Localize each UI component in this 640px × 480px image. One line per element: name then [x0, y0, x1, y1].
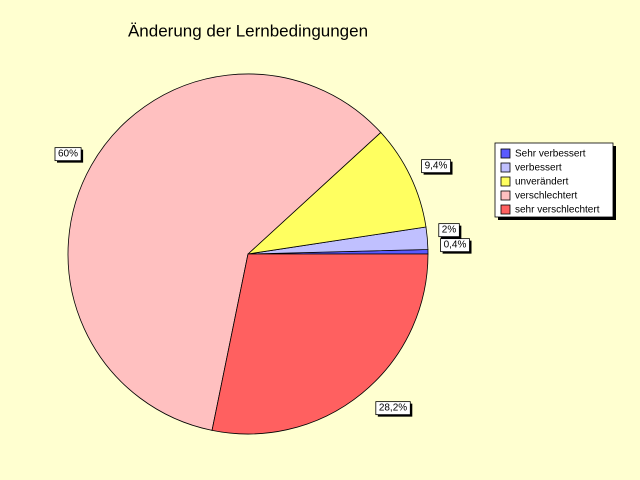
legend-label: verbessert — [515, 163, 562, 174]
legend-swatch — [500, 204, 511, 215]
legend-swatch — [500, 190, 511, 201]
data-label: 60% — [54, 147, 84, 163]
label-box — [375, 401, 411, 416]
pie-slice — [246, 131, 427, 255]
data-label: 9,4% — [421, 159, 453, 175]
label-box — [54, 147, 82, 162]
data-label-text: 60% — [58, 149, 78, 160]
legend-label: Sehr verbessert — [515, 149, 586, 160]
legend-label: verschlechtert — [515, 191, 577, 202]
pie-slice — [67, 73, 382, 431]
legend-swatch — [500, 162, 511, 173]
legend-swatch — [500, 176, 511, 187]
data-label-text: 0,4% — [444, 240, 467, 251]
label-box — [438, 223, 460, 238]
pie-slice — [211, 253, 429, 435]
data-label-text: 9,4% — [425, 161, 448, 172]
legend-label: unverändert — [515, 177, 569, 188]
data-label: 2% — [438, 223, 462, 239]
legend: Sehr verbessert verbessert unverändert vers… — [494, 142, 616, 220]
data-label: 28,2% — [375, 401, 413, 417]
chart-title: Änderung der Lernbedingungen — [128, 21, 368, 40]
data-label-text: 2% — [442, 225, 457, 236]
data-label-text: 28,2% — [379, 403, 407, 414]
legend-label: sehr verschlechtert — [515, 205, 600, 216]
label-box — [421, 159, 451, 174]
legend-swatch — [500, 148, 511, 159]
legend-box — [494, 142, 614, 218]
data-label: 0,4% — [440, 238, 472, 254]
